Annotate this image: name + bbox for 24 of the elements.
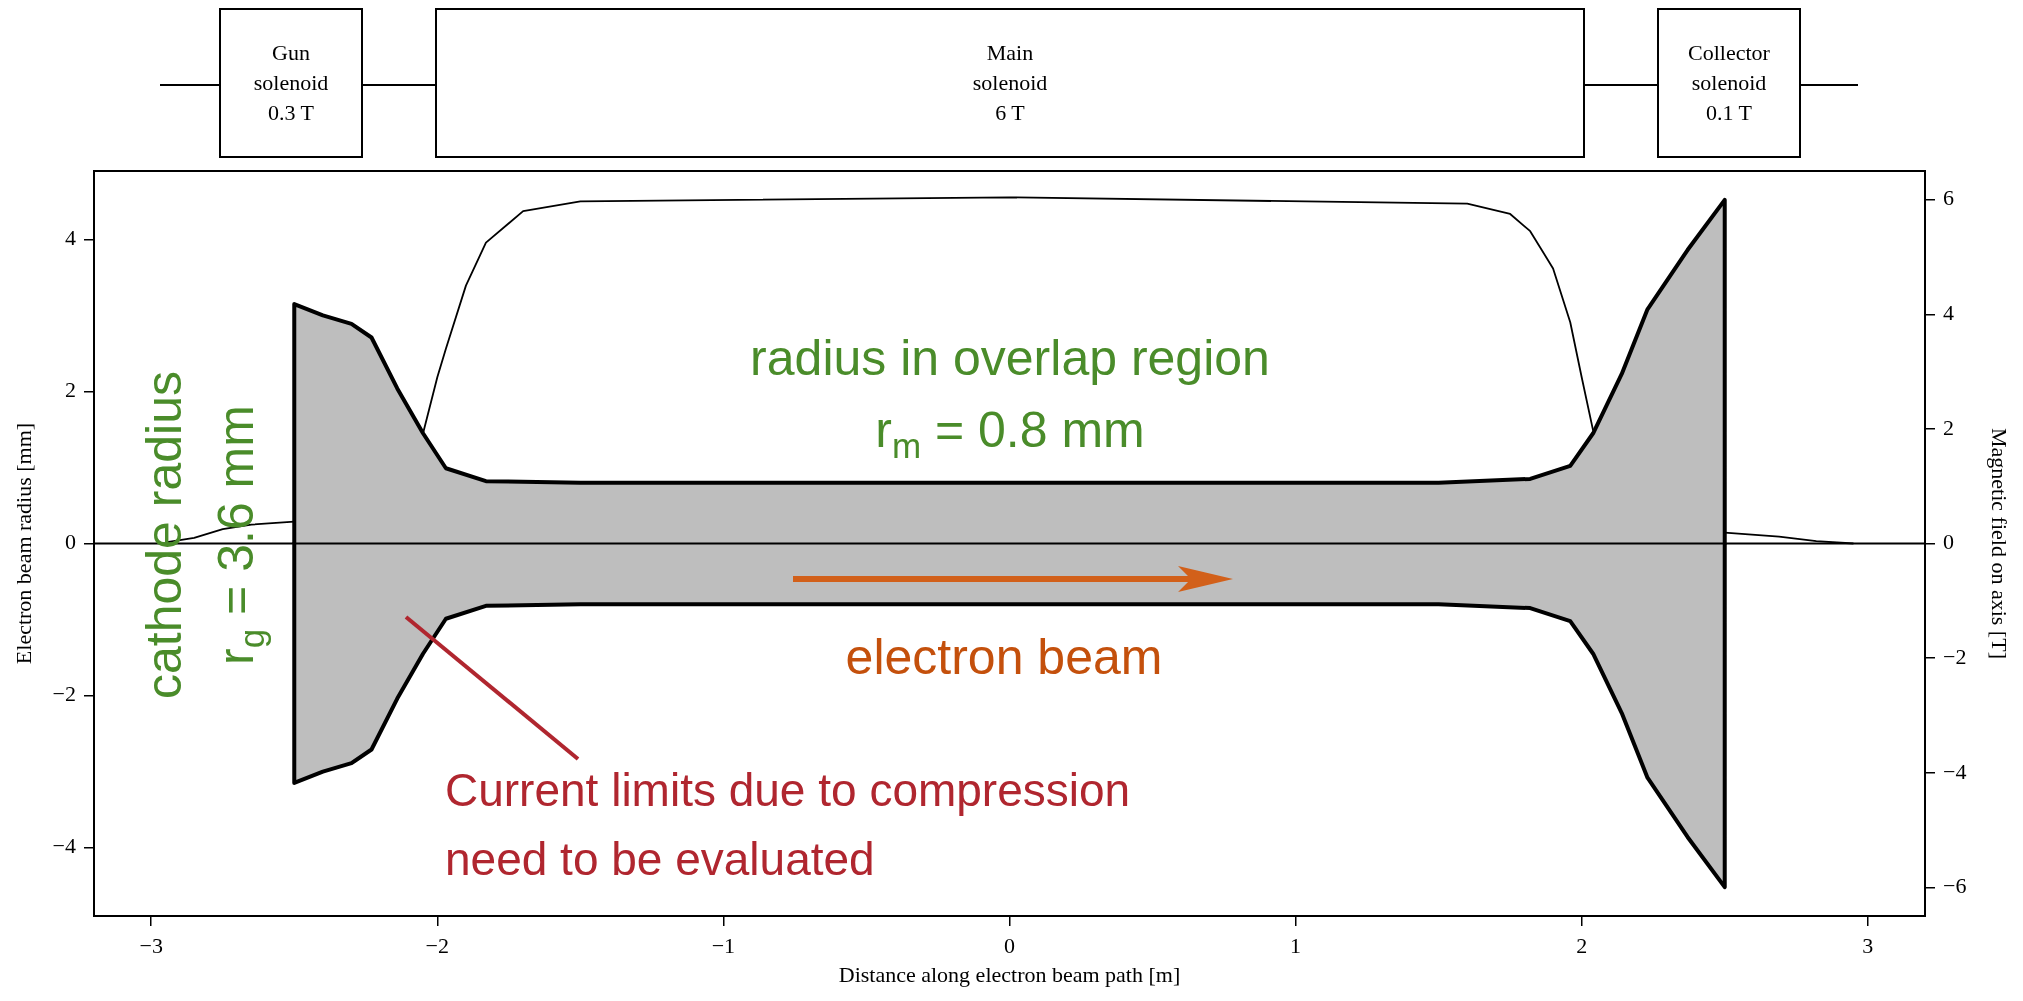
x-tick-label: −1 [711,932,736,958]
y2-tick-label: −2 [1943,643,1967,669]
y-tick-label: −2 [52,681,76,707]
y2-tick-label: 4 [1943,300,1954,326]
y-tick-label: 2 [65,377,76,403]
y-tick-label: 4 [65,225,76,251]
x-tick-label: 3 [1862,932,1874,958]
x-tick-label: 0 [1004,932,1015,958]
y2-tick-label: 2 [1943,414,1954,440]
y2-axis-title: Magnetic field on axis [T] [1987,428,2013,659]
x-tick-label: 2 [1576,932,1588,958]
y-tick-label: 0 [65,529,76,555]
y-axis-title: Electron beam radius [mm] [10,422,36,665]
y-tick-label: −4 [52,833,76,859]
y2-tick-label: −4 [1943,758,1967,784]
x-tick-label: 1 [1290,932,1302,958]
annotation: electron beam [845,628,1163,685]
annotation: Current limits due to compression need to be evaluated [445,763,1131,885]
x-axis-title: Distance along electron beam path [m] [838,961,1181,987]
y2-tick-label: −6 [1943,873,1967,899]
x-tick-label: −2 [425,932,450,958]
y2-tick-label: 0 [1943,529,1954,555]
y2-tick-label: 6 [1943,185,1954,211]
x-tick-label: −3 [139,932,163,958]
